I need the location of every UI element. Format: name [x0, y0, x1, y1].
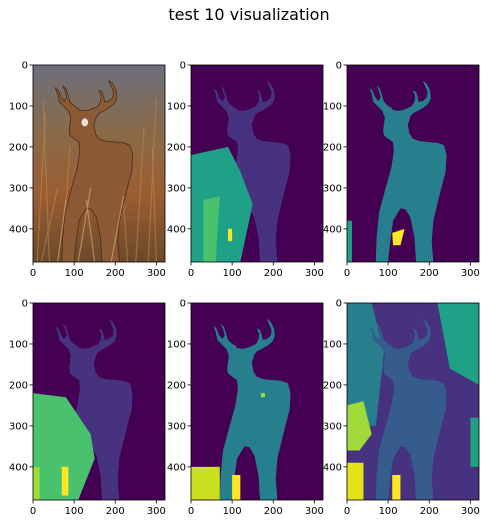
- y-tick-label: 0: [336, 61, 342, 72]
- seg-region-yellow: [62, 467, 69, 496]
- x-tick-label: 300: [461, 268, 480, 279]
- x-tick-label: 100: [379, 506, 398, 517]
- x-tick-label: 0: [344, 506, 350, 517]
- y-tick-label: 200: [323, 142, 342, 153]
- x-tick-label: 300: [147, 268, 166, 279]
- x-tick-label: 100: [65, 268, 84, 279]
- y-tick-label: 0: [22, 299, 28, 310]
- x-tick-label: 0: [188, 268, 194, 279]
- y-tick-label: 200: [167, 142, 186, 153]
- y-tick-label: 0: [22, 61, 28, 72]
- panel-3-segmentation: [347, 65, 479, 262]
- x-tick-label: 200: [106, 268, 125, 279]
- x-tick-label: 200: [264, 268, 283, 279]
- y-tick-label: 100: [9, 101, 28, 112]
- x-tick-label: 200: [420, 506, 439, 517]
- y-tick-label: 400: [167, 462, 186, 473]
- y-tick-label: 300: [167, 421, 186, 432]
- panel-4-segmentation: [33, 303, 165, 500]
- x-tick-label: 200: [106, 506, 125, 517]
- y-tick-label: 100: [167, 339, 186, 350]
- y-tick-label: 0: [180, 299, 186, 310]
- seg-region-spot: [261, 393, 265, 397]
- y-tick-label: 0: [180, 61, 186, 72]
- y-tick-label: 100: [167, 101, 186, 112]
- y-tick-label: 300: [9, 183, 28, 194]
- y-tick-label: 300: [323, 183, 342, 194]
- y-tick-label: 400: [323, 462, 342, 473]
- seg-region-lime: [33, 467, 40, 500]
- y-tick-label: 400: [9, 224, 28, 235]
- seg-region-yellow2: [392, 475, 400, 500]
- y-tick-label: 400: [9, 462, 28, 473]
- x-tick-label: 300: [147, 506, 166, 517]
- x-tick-label: 0: [188, 506, 194, 517]
- x-tick-label: 300: [305, 506, 324, 517]
- y-tick-label: 100: [323, 101, 342, 112]
- x-tick-label: 200: [420, 268, 439, 279]
- panel-2-segmentation: [191, 65, 323, 262]
- y-tick-label: 400: [167, 224, 186, 235]
- x-tick-label: 100: [223, 506, 242, 517]
- panel-1-photo: [33, 65, 165, 262]
- y-tick-label: 200: [9, 142, 28, 153]
- y-tick-label: 200: [167, 380, 186, 391]
- panel-6-segmentation: [347, 303, 479, 500]
- panel-5-segmentation: [191, 303, 323, 500]
- x-tick-label: 100: [65, 506, 84, 517]
- x-tick-label: 300: [461, 506, 480, 517]
- x-tick-label: 300: [305, 268, 324, 279]
- seg-region-edge: [470, 418, 479, 467]
- seg-region-lime: [191, 467, 220, 500]
- y-tick-label: 400: [323, 224, 342, 235]
- seg-region-yellow: [347, 463, 363, 500]
- y-tick-label: 100: [9, 339, 28, 350]
- y-tick-label: 200: [323, 380, 342, 391]
- y-tick-label: 300: [323, 421, 342, 432]
- figure-title: test 10 visualization: [168, 5, 329, 24]
- y-tick-label: 300: [9, 421, 28, 432]
- seg-region-yellow: [232, 475, 240, 500]
- x-tick-label: 100: [223, 268, 242, 279]
- y-tick-label: 200: [9, 380, 28, 391]
- photo-deer-face-patch: [82, 118, 89, 126]
- x-tick-label: 0: [344, 268, 350, 279]
- y-tick-label: 300: [167, 183, 186, 194]
- x-tick-label: 0: [30, 268, 36, 279]
- seg-region-yellow: [228, 229, 232, 241]
- x-tick-label: 0: [30, 506, 36, 517]
- x-tick-label: 100: [379, 268, 398, 279]
- seg-region-edge: [347, 221, 352, 262]
- y-tick-label: 100: [323, 339, 342, 350]
- y-tick-label: 0: [336, 299, 342, 310]
- x-tick-label: 200: [264, 506, 283, 517]
